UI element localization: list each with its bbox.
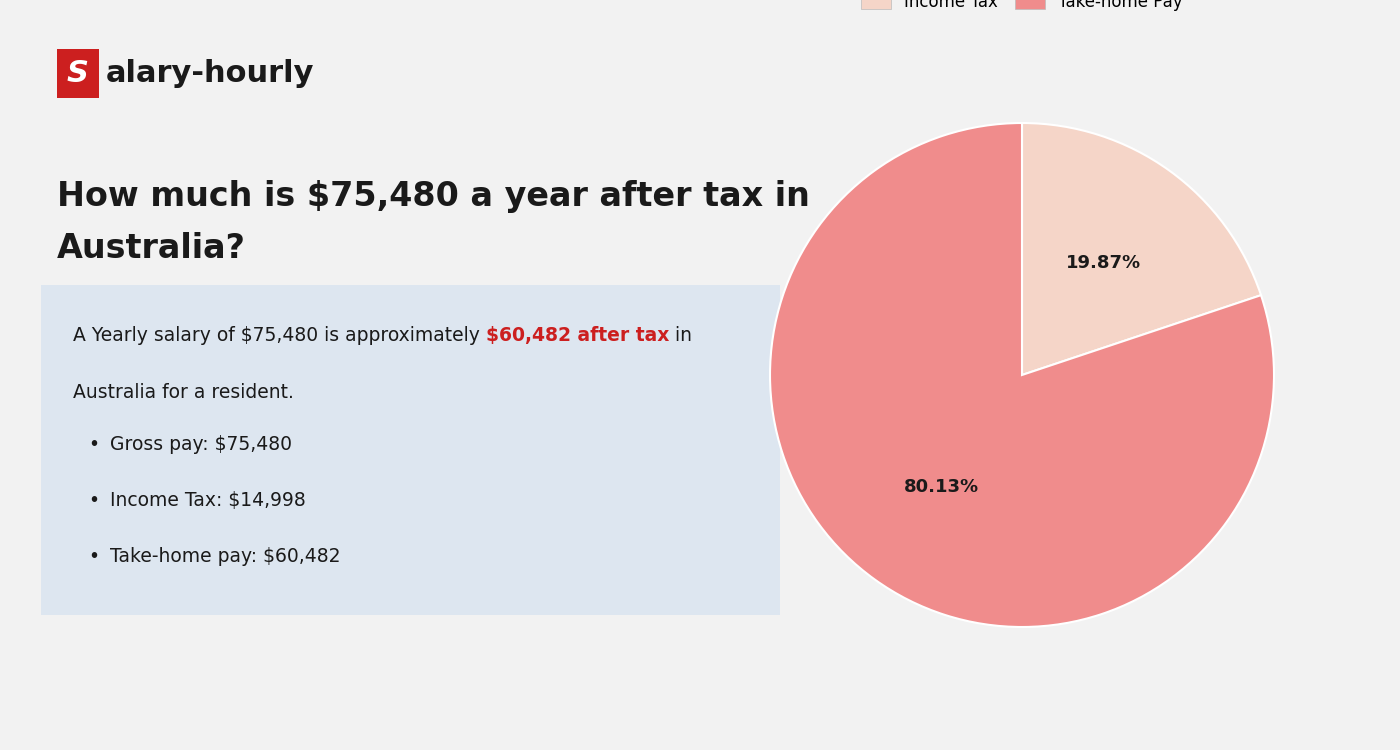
Text: Income Tax: $14,998: Income Tax: $14,998: [109, 491, 305, 510]
Text: •: •: [88, 435, 99, 454]
Legend: Income Tax, Take-home Pay: Income Tax, Take-home Pay: [854, 0, 1190, 18]
Text: Australia?: Australia?: [57, 232, 246, 266]
Text: alary-hourly: alary-hourly: [105, 59, 314, 88]
Text: Take-home pay: $60,482: Take-home pay: $60,482: [109, 548, 340, 566]
Wedge shape: [1022, 123, 1261, 375]
Text: S: S: [67, 59, 90, 88]
Text: A Yearly salary of $75,480 is approximately: A Yearly salary of $75,480 is approximat…: [73, 326, 486, 345]
Text: How much is $75,480 a year after tax in: How much is $75,480 a year after tax in: [57, 180, 809, 213]
Text: $60,482 after tax: $60,482 after tax: [486, 326, 669, 345]
Text: 19.87%: 19.87%: [1065, 254, 1141, 272]
Text: 80.13%: 80.13%: [903, 478, 979, 496]
Text: •: •: [88, 548, 99, 566]
Text: Gross pay: $75,480: Gross pay: $75,480: [109, 435, 291, 454]
Wedge shape: [770, 123, 1274, 627]
Text: Australia for a resident.: Australia for a resident.: [73, 382, 294, 401]
FancyBboxPatch shape: [57, 49, 99, 98]
FancyBboxPatch shape: [41, 285, 780, 615]
Text: •: •: [88, 491, 99, 510]
Text: in: in: [669, 326, 693, 345]
